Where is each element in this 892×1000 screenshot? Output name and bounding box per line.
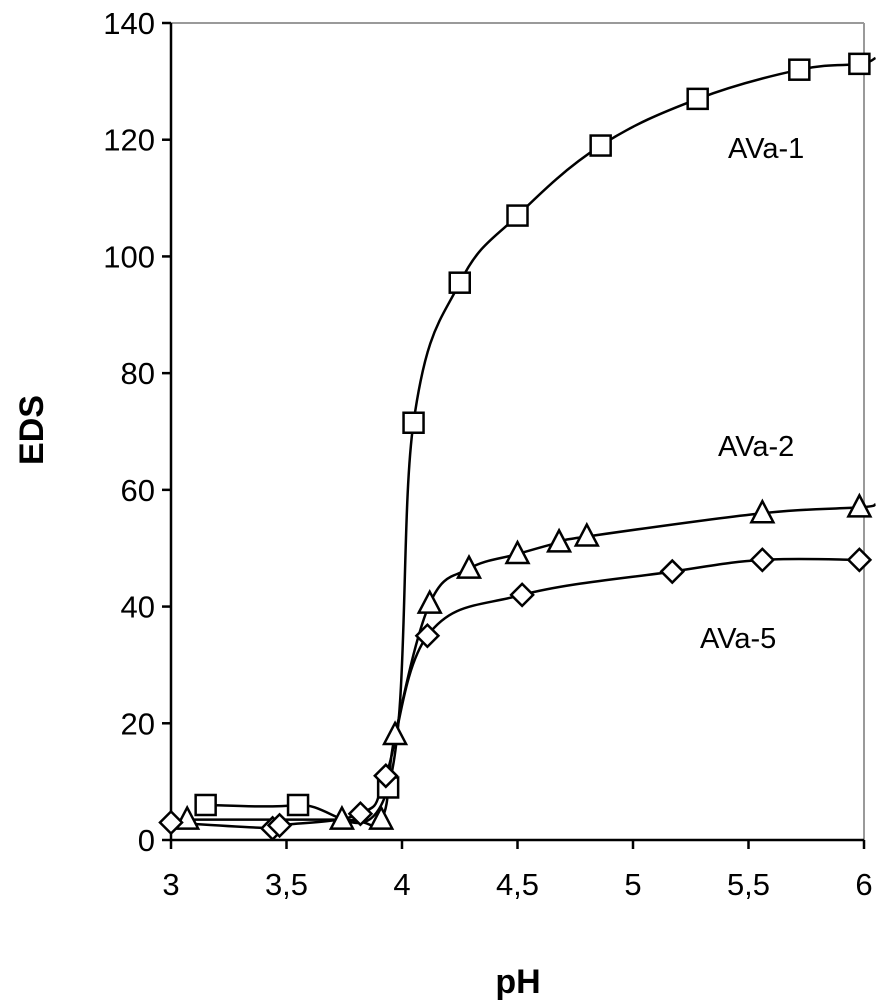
y-tick-label-7: 140 xyxy=(103,6,155,41)
point-ava-2-3 xyxy=(382,720,409,746)
x-tick-label-5: 5,5 xyxy=(727,867,770,902)
y-tick-label-4: 80 xyxy=(121,356,155,391)
point-ava-2-10 xyxy=(846,492,873,518)
point-ava-5-4 xyxy=(373,763,399,789)
x-tick-label-3: 4,5 xyxy=(496,867,539,902)
point-ava-2-5 xyxy=(455,553,483,579)
x-tick-label-6: 6 xyxy=(855,867,872,902)
x-tick-label-2: 4 xyxy=(393,867,410,902)
point-ava-1-1 xyxy=(286,793,310,817)
y-tick-label-2: 40 xyxy=(121,590,155,625)
point-ava-2-2 xyxy=(368,804,395,830)
point-ava-1-5 xyxy=(506,204,529,227)
point-ava-1-7 xyxy=(686,87,709,111)
x-tick-label-4: 5 xyxy=(624,867,641,902)
y-tick-label-5: 100 xyxy=(103,239,155,274)
point-ava-1-9 xyxy=(848,52,871,76)
point-ava-1-6 xyxy=(589,134,612,157)
point-ava-2-4 xyxy=(416,588,443,614)
point-ava-2-1 xyxy=(328,804,356,830)
x-axis-title: pH xyxy=(495,963,540,1000)
point-ava-1-0 xyxy=(194,793,217,817)
y-tick-label-3: 60 xyxy=(121,473,155,508)
y-tick-label-6: 120 xyxy=(103,123,155,158)
y-axis-ticks: 0 20 40 60 80 100 120 140 xyxy=(103,6,171,858)
point-ava-5-6 xyxy=(509,582,535,608)
point-ava-5-5 xyxy=(414,622,441,649)
y-tick-label-0: 0 xyxy=(138,823,155,858)
y-tick-label-1: 20 xyxy=(121,706,155,741)
point-ava-2-8 xyxy=(573,521,600,547)
x-tick-label-1: 3,5 xyxy=(265,867,308,902)
point-ava-5-2 xyxy=(266,812,293,839)
point-ava-1-4 xyxy=(448,271,471,294)
series-label-ava-1: AVa-1 xyxy=(728,133,804,165)
point-ava-5-9 xyxy=(846,547,873,573)
point-ava-2-9 xyxy=(749,498,776,524)
point-ava-2-6 xyxy=(504,539,531,565)
point-ava-5-0 xyxy=(158,809,184,836)
y-axis-title: EDS xyxy=(13,395,51,465)
point-ava-2-7 xyxy=(546,527,573,553)
series-label-ava-5: AVa-5 xyxy=(700,623,776,655)
point-ava-5-8 xyxy=(749,547,776,573)
point-ava-5-3 xyxy=(347,800,374,827)
point-ava-1-8 xyxy=(788,58,811,81)
x-tick-label-0: 3 xyxy=(162,867,179,902)
point-ava-5-7 xyxy=(659,558,686,585)
series-label-ava-2: AVa-2 xyxy=(718,431,794,463)
x-axis-ticks: 3 3,5 4 4,5 5 5,5 6 xyxy=(162,840,873,902)
point-ava-1-3 xyxy=(402,411,425,434)
series-line-ava-2 xyxy=(187,503,877,828)
series-markers xyxy=(158,52,873,842)
